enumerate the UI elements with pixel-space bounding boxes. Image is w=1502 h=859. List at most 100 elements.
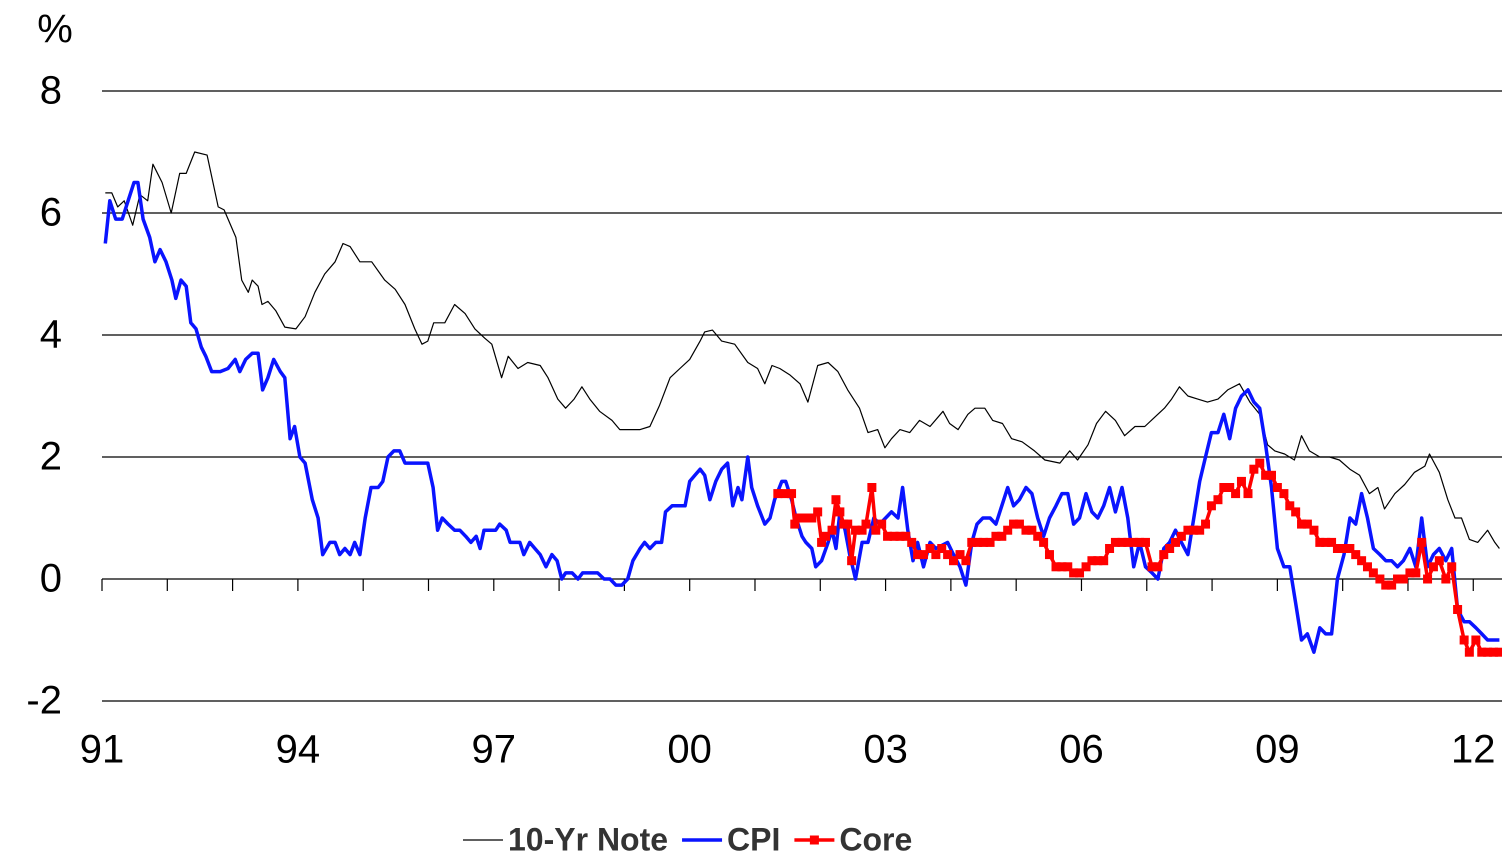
series-marker xyxy=(1099,556,1109,566)
series-marker xyxy=(1087,556,1097,566)
x-tick-label: 94 xyxy=(276,728,321,772)
series-marker xyxy=(1291,507,1301,517)
series-marker xyxy=(1063,562,1073,572)
series-marker xyxy=(831,495,841,505)
series-marker xyxy=(1483,647,1493,657)
series-marker xyxy=(1434,556,1444,566)
series-marker xyxy=(1494,647,1502,657)
series-marker xyxy=(1279,489,1289,499)
series-marker xyxy=(961,556,971,566)
series-marker xyxy=(1315,537,1325,547)
series-marker xyxy=(1332,544,1342,553)
series-marker xyxy=(955,550,965,560)
series-marker xyxy=(1464,647,1474,657)
series-marker xyxy=(1069,568,1079,578)
series-marker xyxy=(948,556,958,566)
series-marker xyxy=(1123,537,1133,547)
series-marker xyxy=(773,489,783,499)
series-marker xyxy=(1339,544,1349,553)
series-marker xyxy=(913,550,923,560)
series-marker xyxy=(1368,568,1378,578)
series-line xyxy=(777,461,1500,654)
series-marker xyxy=(1129,537,1139,547)
y-tick-label: 8 xyxy=(40,69,62,113)
series-marker xyxy=(1033,531,1043,541)
series-marker xyxy=(1411,568,1421,578)
series-marker xyxy=(1327,537,1337,547)
series-marker xyxy=(918,550,928,560)
series-marker xyxy=(877,519,887,529)
series-marker xyxy=(1165,544,1175,553)
series-marker xyxy=(835,507,845,517)
series-marker xyxy=(1471,635,1481,645)
series-marker xyxy=(1014,519,1024,529)
series-marker xyxy=(1110,537,1120,547)
series-marker xyxy=(827,525,837,535)
series-marker xyxy=(1117,537,1127,547)
series-marker xyxy=(1044,550,1054,560)
series-marker xyxy=(1176,531,1186,541)
series-marker xyxy=(925,544,935,553)
series-marker xyxy=(1285,501,1295,511)
series-marker xyxy=(817,537,827,547)
series-marker xyxy=(867,483,877,492)
series-marker xyxy=(967,537,977,547)
series-marker xyxy=(1009,519,1019,529)
series-marker xyxy=(1441,574,1451,584)
series-marker xyxy=(1206,501,1216,511)
series-marker xyxy=(843,519,853,529)
x-tick-label: 91 xyxy=(80,728,125,772)
series-marker xyxy=(1039,537,1049,547)
y-axis-label: % xyxy=(37,8,73,52)
series-marker xyxy=(813,507,823,517)
series-marker xyxy=(847,556,857,566)
series-marker xyxy=(807,513,817,523)
series-marker xyxy=(871,525,881,535)
series-marker xyxy=(1249,464,1259,474)
y-tick-label: 4 xyxy=(40,313,62,357)
series-line xyxy=(103,180,1500,654)
series-marker xyxy=(857,525,867,535)
series-marker xyxy=(1195,525,1205,535)
series-marker xyxy=(1381,580,1391,590)
series-line xyxy=(105,151,1500,549)
series-marker xyxy=(1255,458,1265,468)
series-marker xyxy=(1345,544,1355,553)
y-tick-label: 6 xyxy=(40,191,62,235)
series-marker xyxy=(997,531,1007,541)
series-marker xyxy=(1321,537,1331,547)
series-marker xyxy=(1057,562,1067,572)
series-marker xyxy=(1219,483,1229,492)
series-marker xyxy=(1405,568,1415,578)
series-marker xyxy=(801,513,811,523)
series-marker xyxy=(1375,574,1385,584)
series-marker xyxy=(795,513,805,523)
y-tick-label: 0 xyxy=(40,557,62,601)
series-marker xyxy=(1398,574,1408,584)
series-marker xyxy=(1309,525,1319,535)
series-marker xyxy=(901,531,911,541)
series-marker xyxy=(1459,635,1469,645)
series-marker xyxy=(1225,483,1235,492)
x-tick-label: 09 xyxy=(1255,728,1300,772)
series-marker xyxy=(1243,489,1253,499)
series-marker xyxy=(1153,562,1163,572)
series-marker xyxy=(1417,537,1427,547)
series-marker xyxy=(821,531,831,541)
series-marker xyxy=(991,531,1001,541)
y-tick-label: -2 xyxy=(26,679,62,723)
series-marker xyxy=(931,550,941,560)
series-marker xyxy=(1261,470,1271,480)
series-marker xyxy=(861,519,871,529)
series-marker xyxy=(1266,470,1276,480)
series-marker xyxy=(851,525,861,535)
series-marker xyxy=(1201,519,1211,529)
series-marker xyxy=(937,544,947,553)
series-marker xyxy=(1027,525,1037,535)
series-marker xyxy=(973,537,983,547)
series-marker xyxy=(907,537,917,547)
series-marker xyxy=(1447,562,1457,572)
series-marker xyxy=(1189,525,1199,535)
series-marker xyxy=(1159,550,1169,560)
